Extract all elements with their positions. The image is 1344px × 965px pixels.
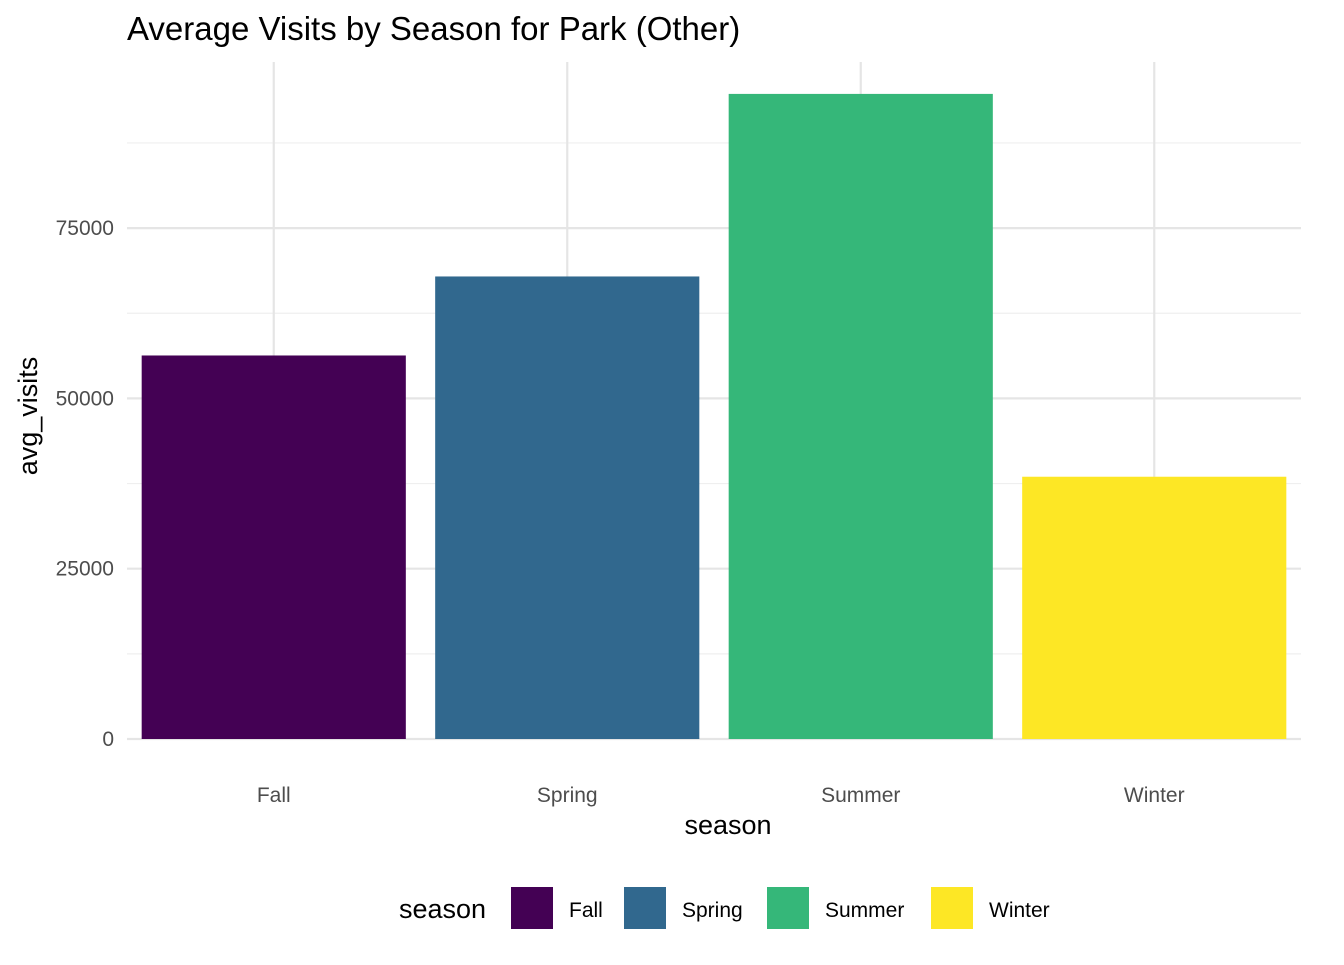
bar-summer xyxy=(728,93,993,739)
chart-title: Average Visits by Season for Park (Other… xyxy=(127,10,740,47)
x-tick-label: Fall xyxy=(257,784,291,807)
legend-label-winter: Winter xyxy=(989,899,1050,922)
x-axis-ticks: Fall Spring Summer Winter xyxy=(257,784,1185,807)
legend-title: season xyxy=(399,894,486,924)
legend-label-spring: Spring xyxy=(682,899,743,922)
legend-key-summer xyxy=(767,887,809,929)
y-tick-label: 75000 xyxy=(56,217,114,240)
x-tick-label: Winter xyxy=(1124,784,1185,807)
y-tick-label: 0 xyxy=(102,728,114,751)
y-axis-ticks: 0 25000 50000 75000 xyxy=(56,217,114,751)
legend-key-spring xyxy=(624,887,666,929)
x-tick-label: Spring xyxy=(537,784,598,807)
y-tick-label: 50000 xyxy=(56,387,114,410)
bar-spring xyxy=(435,276,700,739)
bar-fall xyxy=(141,355,406,739)
y-tick-label: 25000 xyxy=(56,558,114,581)
y-axis-title: avg_visits xyxy=(13,357,43,476)
bar-winter xyxy=(1022,476,1287,739)
legend-label-summer: Summer xyxy=(825,899,904,922)
legend-label-fall: Fall xyxy=(569,899,603,922)
legend-key-fall xyxy=(511,887,553,929)
bars xyxy=(141,93,1287,739)
legend: season Fall Spring Summer Winter xyxy=(399,887,1050,929)
x-tick-label: Summer xyxy=(821,784,900,807)
legend-key-winter xyxy=(931,887,973,929)
x-axis-title: season xyxy=(684,810,771,840)
